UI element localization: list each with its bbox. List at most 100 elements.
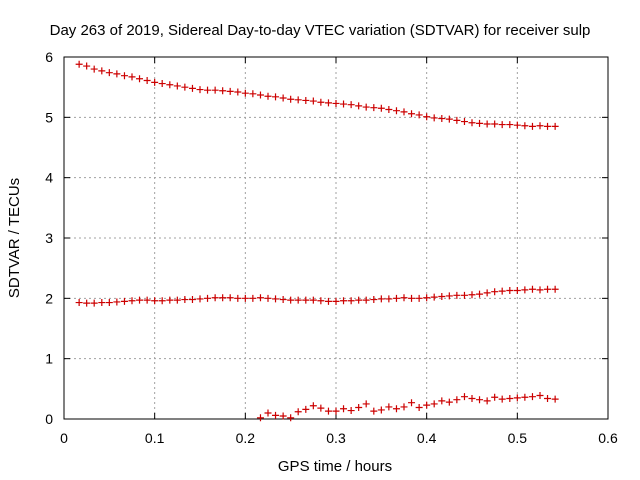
data-point	[143, 296, 151, 304]
data-point	[120, 297, 128, 305]
data-point	[204, 86, 212, 94]
data-point	[483, 289, 491, 297]
data-point	[377, 295, 385, 303]
y-tick-label: 4	[45, 170, 53, 186]
axis-ticks: 0 0.1 0.2 0.3 0.4 0.5 0.6 0 1 2 3 4 5 6	[45, 49, 618, 446]
data-point	[332, 99, 340, 107]
data-point	[272, 295, 280, 303]
data-point	[309, 402, 317, 410]
data-point	[460, 393, 468, 401]
data-point	[188, 296, 196, 304]
data-point	[377, 104, 385, 112]
data-point	[430, 293, 438, 301]
data-point	[536, 286, 544, 294]
data-point	[340, 297, 348, 305]
x-tick-label: 0	[60, 430, 68, 446]
series-upper	[75, 60, 559, 130]
data-point	[136, 75, 144, 83]
data-point	[483, 397, 491, 405]
data-point	[256, 414, 264, 422]
data-point	[453, 116, 461, 124]
data-point	[491, 120, 499, 128]
data-point	[513, 286, 521, 294]
data-point	[415, 294, 423, 302]
y-tick-label: 1	[45, 351, 53, 367]
data-point	[355, 404, 363, 412]
data-point	[430, 400, 438, 408]
data-point	[521, 286, 529, 294]
data-point	[498, 287, 506, 295]
data-point	[128, 297, 136, 305]
data-point	[264, 409, 272, 417]
data-point	[438, 293, 446, 301]
data-point	[105, 299, 113, 307]
data-point	[392, 294, 400, 302]
data-point	[196, 86, 204, 94]
data-point	[483, 120, 491, 128]
data-point	[226, 87, 234, 95]
data-point	[445, 115, 453, 123]
data-point	[287, 414, 295, 422]
data-point	[544, 122, 552, 130]
data-point	[536, 122, 544, 130]
data-point	[460, 118, 468, 126]
data-point	[551, 395, 559, 403]
data-point	[211, 86, 219, 94]
data-point	[453, 396, 461, 404]
data-point	[173, 82, 181, 90]
data-point	[151, 297, 159, 305]
data-point	[166, 296, 174, 304]
data-point	[324, 297, 332, 305]
data-point	[136, 296, 144, 304]
data-point	[287, 95, 295, 103]
y-axis-label: SDTVAR / TECUs	[6, 178, 23, 298]
data-point	[423, 294, 431, 302]
data-point	[219, 294, 227, 302]
data-point	[317, 404, 325, 412]
y-tick-label: 6	[45, 49, 53, 65]
data-point	[415, 111, 423, 119]
data-point	[521, 393, 529, 401]
data-point	[521, 122, 529, 130]
data-point	[302, 296, 310, 304]
data-point	[128, 73, 136, 81]
data-point	[264, 92, 272, 100]
data-point	[513, 121, 521, 129]
data-point	[204, 294, 212, 302]
grid	[64, 57, 608, 419]
data-point	[151, 78, 159, 86]
data-point	[370, 407, 378, 415]
data-point	[294, 296, 302, 304]
data-point	[460, 291, 468, 299]
y-tick-label: 0	[45, 411, 53, 427]
data-point	[528, 285, 536, 293]
y-tick-label: 2	[45, 290, 53, 306]
data-point	[173, 296, 181, 304]
data-point	[385, 403, 393, 411]
data-markers	[75, 60, 559, 422]
data-point	[476, 119, 484, 127]
data-point	[347, 101, 355, 109]
data-point	[188, 84, 196, 92]
data-point	[498, 121, 506, 129]
data-point	[264, 294, 272, 302]
data-point	[324, 407, 332, 415]
data-point	[317, 98, 325, 106]
data-point	[385, 105, 393, 113]
data-point	[347, 297, 355, 305]
data-point	[234, 88, 242, 96]
data-point	[551, 122, 559, 130]
data-point	[234, 294, 242, 302]
series-lower	[256, 391, 559, 422]
data-point	[83, 299, 91, 307]
data-point	[98, 67, 106, 75]
data-point	[249, 90, 257, 98]
data-point	[362, 296, 370, 304]
data-point	[75, 60, 83, 68]
data-point	[302, 96, 310, 104]
data-point	[226, 294, 234, 302]
data-point	[468, 394, 476, 402]
data-point	[256, 91, 264, 99]
data-point	[181, 296, 189, 304]
data-point	[400, 294, 408, 302]
